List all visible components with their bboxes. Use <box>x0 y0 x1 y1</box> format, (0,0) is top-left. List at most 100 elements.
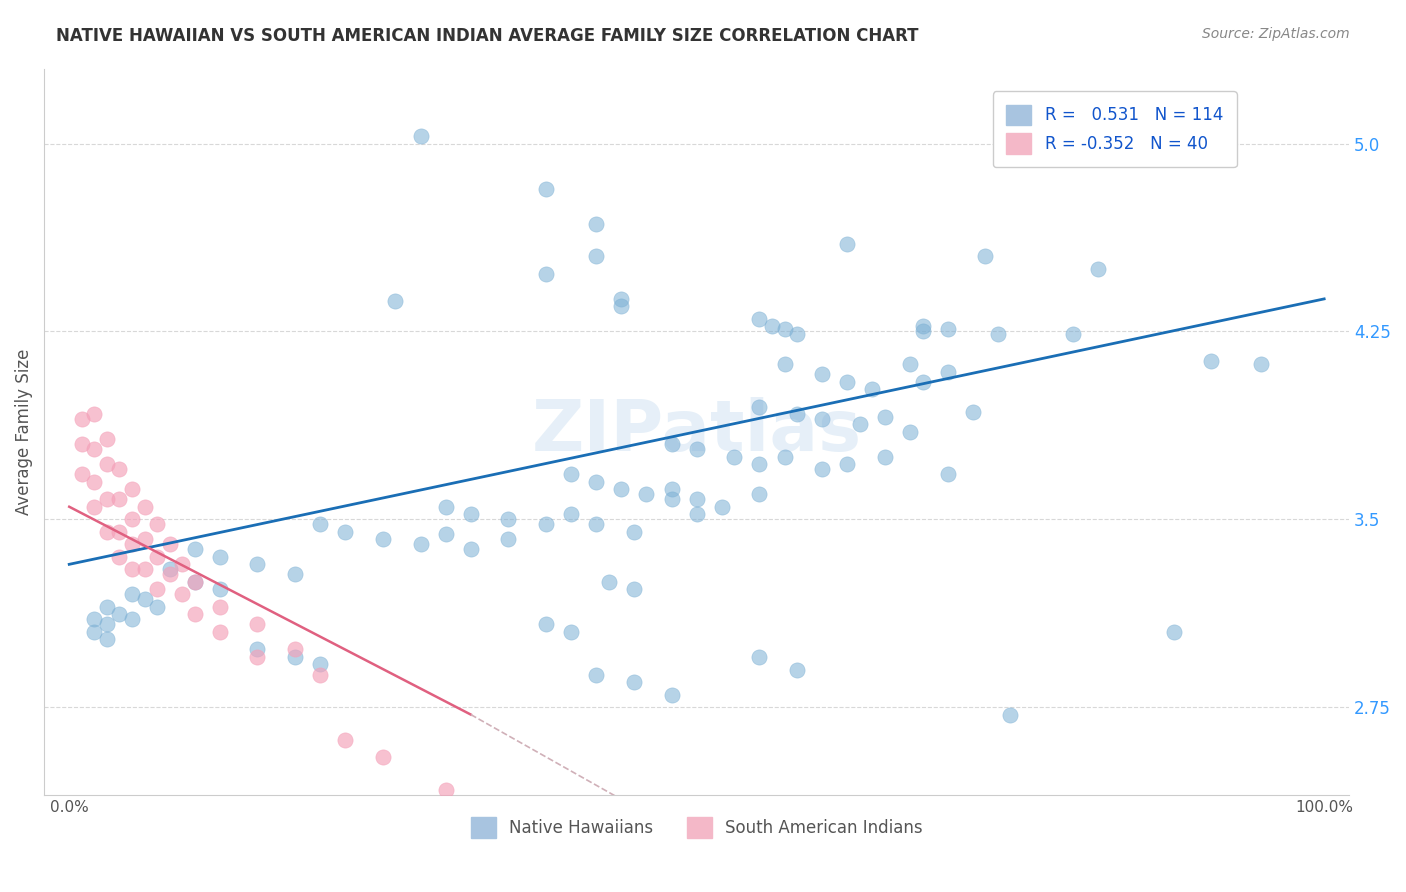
Point <box>460 508 482 522</box>
Point <box>146 517 169 532</box>
Point <box>159 562 181 576</box>
Point <box>1199 354 1222 368</box>
Point <box>748 650 770 665</box>
Point <box>898 425 921 439</box>
Point <box>183 607 205 622</box>
Point <box>534 517 557 532</box>
Point <box>121 562 143 576</box>
Point <box>661 688 683 702</box>
Point <box>96 599 118 614</box>
Point <box>962 404 984 418</box>
Point <box>172 587 194 601</box>
Point <box>146 549 169 564</box>
Point <box>748 400 770 414</box>
Point <box>309 517 332 532</box>
Point <box>96 457 118 471</box>
Y-axis label: Average Family Size: Average Family Size <box>15 349 32 515</box>
Point <box>1062 326 1084 341</box>
Legend: Native Hawaiians, South American Indians: Native Hawaiians, South American Indians <box>464 811 929 845</box>
Point <box>936 467 959 482</box>
Point <box>183 542 205 557</box>
Point <box>610 482 633 496</box>
Point <box>598 574 620 589</box>
Point <box>70 437 93 451</box>
Point <box>96 617 118 632</box>
Point <box>121 587 143 601</box>
Point <box>585 475 607 489</box>
Point <box>208 582 231 597</box>
Point <box>83 500 105 514</box>
Point <box>1087 261 1109 276</box>
Point <box>534 182 557 196</box>
Point <box>108 607 131 622</box>
Point <box>773 357 796 371</box>
Point <box>108 492 131 507</box>
Point <box>83 624 105 639</box>
Point <box>434 500 457 514</box>
Point <box>1250 357 1272 371</box>
Point <box>811 367 834 381</box>
Point <box>748 457 770 471</box>
Point <box>686 492 709 507</box>
Point <box>246 617 269 632</box>
Point <box>636 487 658 501</box>
Point <box>108 462 131 476</box>
Point <box>723 450 745 464</box>
Point <box>208 624 231 639</box>
Point <box>83 442 105 457</box>
Point <box>837 457 859 471</box>
Point <box>560 624 582 639</box>
Text: NATIVE HAWAIIAN VS SOUTH AMERICAN INDIAN AVERAGE FAMILY SIZE CORRELATION CHART: NATIVE HAWAIIAN VS SOUTH AMERICAN INDIAN… <box>56 27 918 45</box>
Point <box>786 326 808 341</box>
Point <box>460 542 482 557</box>
Point <box>134 500 156 514</box>
Point <box>748 312 770 326</box>
Point <box>121 482 143 496</box>
Point <box>208 549 231 564</box>
Point <box>661 492 683 507</box>
Point <box>409 129 432 144</box>
Point <box>246 650 269 665</box>
Point <box>146 582 169 597</box>
Point <box>873 450 896 464</box>
Point <box>974 249 997 263</box>
Point <box>96 524 118 539</box>
Point <box>134 533 156 547</box>
Text: Source: ZipAtlas.com: Source: ZipAtlas.com <box>1202 27 1350 41</box>
Point <box>335 732 357 747</box>
Point <box>585 249 607 263</box>
Point <box>159 567 181 582</box>
Point <box>936 364 959 378</box>
Point <box>108 524 131 539</box>
Point <box>183 574 205 589</box>
Point <box>623 524 645 539</box>
Point <box>183 574 205 589</box>
Point <box>585 217 607 231</box>
Point <box>849 417 872 431</box>
Point <box>134 592 156 607</box>
Point <box>748 487 770 501</box>
Point <box>284 567 307 582</box>
Point <box>146 599 169 614</box>
Point <box>786 663 808 677</box>
Point <box>83 612 105 626</box>
Point <box>911 325 934 339</box>
Point <box>811 462 834 476</box>
Point <box>773 322 796 336</box>
Point <box>623 675 645 690</box>
Point <box>384 294 406 309</box>
Point <box>534 267 557 281</box>
Point <box>70 467 93 482</box>
Point <box>96 632 118 647</box>
Point <box>811 412 834 426</box>
Point <box>498 533 520 547</box>
Point <box>686 442 709 457</box>
Point <box>560 508 582 522</box>
Point <box>159 537 181 551</box>
Text: ZIPatlas: ZIPatlas <box>531 397 862 467</box>
Point <box>498 512 520 526</box>
Point <box>585 667 607 681</box>
Point <box>936 322 959 336</box>
Point <box>710 500 733 514</box>
Point <box>108 549 131 564</box>
